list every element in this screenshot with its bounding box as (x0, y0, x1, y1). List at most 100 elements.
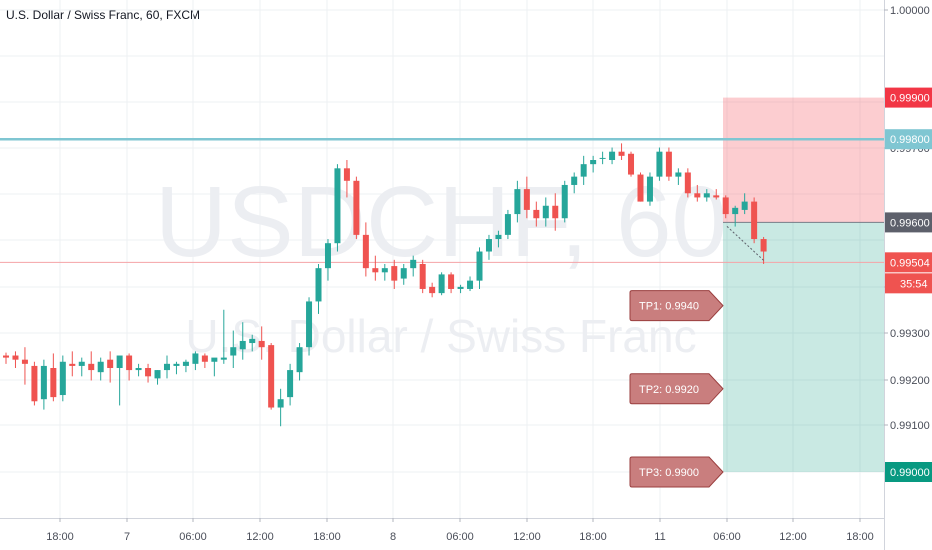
horizontal-lines[interactable] (0, 137, 884, 263)
candle-up (163, 355, 170, 379)
candle-body (514, 189, 521, 215)
candle-up (154, 370, 161, 385)
candle-body (485, 239, 492, 252)
price-badge[interactable]: 0.99900 (885, 87, 932, 108)
x-tick-label: 06:00 (713, 531, 741, 543)
candle-body (69, 363, 76, 366)
candle-down (12, 351, 19, 368)
chart-title: U.S. Dollar / Swiss Franc, 60, FXCM (6, 8, 201, 22)
candle-down (343, 160, 350, 198)
price-axis[interactable]: 1.000000.997000.994000.993000.992000.991… (884, 0, 932, 550)
candle-body (220, 357, 227, 360)
short-position-tool[interactable] (723, 97, 884, 472)
candle-body (675, 172, 682, 177)
candle-down (69, 351, 76, 377)
candle-body (97, 361, 104, 373)
x-tick-label: 18:00 (46, 531, 74, 543)
tp-callout[interactable]: TP1: 0.9940 (629, 290, 724, 322)
candle-body (609, 151, 616, 160)
y-tick-label: 0.99200 (890, 375, 930, 387)
time-axis-bg (0, 518, 884, 550)
tp-callout[interactable]: TP2: 0.9920 (629, 373, 724, 405)
tp-callout-shape[interactable] (629, 373, 724, 405)
tp-callout-shape[interactable] (629, 290, 724, 322)
countdown-label: 35:54 (900, 278, 928, 290)
candle-body (268, 345, 275, 408)
price-badge-label: 0.99504 (890, 257, 930, 269)
candle-body (713, 195, 720, 198)
x-tick-label: 7 (124, 531, 130, 543)
candle-down (201, 353, 208, 368)
price-badge-bg (885, 252, 932, 273)
candle-up (703, 189, 710, 202)
tp-callout-label: TP3: 0.9900 (639, 467, 699, 479)
price-badge[interactable]: 0.99504 (885, 252, 932, 273)
candle-up (410, 255, 417, 277)
candle-body (391, 266, 398, 281)
candle-down (88, 351, 95, 381)
candle-body (107, 359, 114, 368)
candle-body (372, 268, 379, 273)
candle-down (618, 143, 625, 160)
candle-body (438, 274, 445, 294)
candle-down (391, 259, 398, 289)
candle-body (646, 176, 653, 202)
candle-down (419, 259, 426, 294)
candle-down (628, 151, 635, 177)
candle-body (542, 205, 549, 219)
price-badge-bg (885, 212, 932, 233)
tp-callout[interactable]: TP3: 0.9900 (629, 456, 724, 488)
candle-up (249, 334, 256, 352)
candle-body (694, 193, 701, 198)
price-badge[interactable]: 0.99800 (885, 129, 932, 150)
tp-callout-shape[interactable] (629, 456, 724, 488)
candle-down (258, 326, 265, 360)
candle-body (665, 151, 672, 177)
candle-up (609, 147, 616, 165)
candle-body (3, 355, 9, 358)
candle-up (599, 151, 606, 165)
candle-up (173, 361, 180, 375)
candle-body (495, 234, 502, 240)
candle-body (249, 338, 256, 344)
candle-down (713, 189, 720, 200)
time-axis[interactable]: 18:00 7 06:00 12:00 18:00 8 06:00 12:00 18:00 11 0… (0, 518, 884, 550)
candle-down (362, 222, 369, 277)
price-badge-label: 0.99800 (890, 134, 930, 146)
candle-up (192, 351, 199, 371)
candle-body (448, 274, 455, 289)
candle-down (21, 347, 28, 385)
candle-up (495, 230, 502, 248)
candle-up (646, 172, 653, 206)
candle-body (419, 264, 426, 289)
candle-up (135, 363, 142, 377)
candle-down (268, 343, 275, 410)
candle-up (467, 276, 474, 292)
take-profit-labels[interactable]: TP1: 0.9940 TP2: 0.9920 TP3: 0.9900 (629, 290, 724, 488)
x-tick-label: 11 (654, 531, 665, 543)
candle-down (145, 363, 152, 383)
price-badge[interactable]: 0.99000 (885, 462, 932, 482)
candle-body (126, 355, 133, 371)
candle-body (211, 357, 218, 362)
candle-up (230, 330, 237, 368)
candle-down (751, 197, 758, 244)
candles (3, 143, 767, 427)
candle-down (722, 195, 729, 219)
stop-loss-zone[interactable] (723, 97, 884, 223)
price-badge[interactable]: 0.99600 (885, 212, 932, 233)
candle-down (448, 272, 455, 294)
candle-up (504, 209, 511, 240)
candle-up (287, 363, 294, 406)
candle-body (457, 286, 464, 289)
candle-down (107, 351, 114, 383)
grid (0, 0, 884, 518)
y-tick-label: 0.99100 (890, 420, 930, 432)
candle-body (182, 361, 189, 366)
candle-down (50, 353, 57, 402)
candle-up (334, 164, 341, 252)
candle-body (571, 176, 578, 185)
candle-body (590, 160, 597, 165)
profit-zone[interactable] (723, 222, 884, 472)
